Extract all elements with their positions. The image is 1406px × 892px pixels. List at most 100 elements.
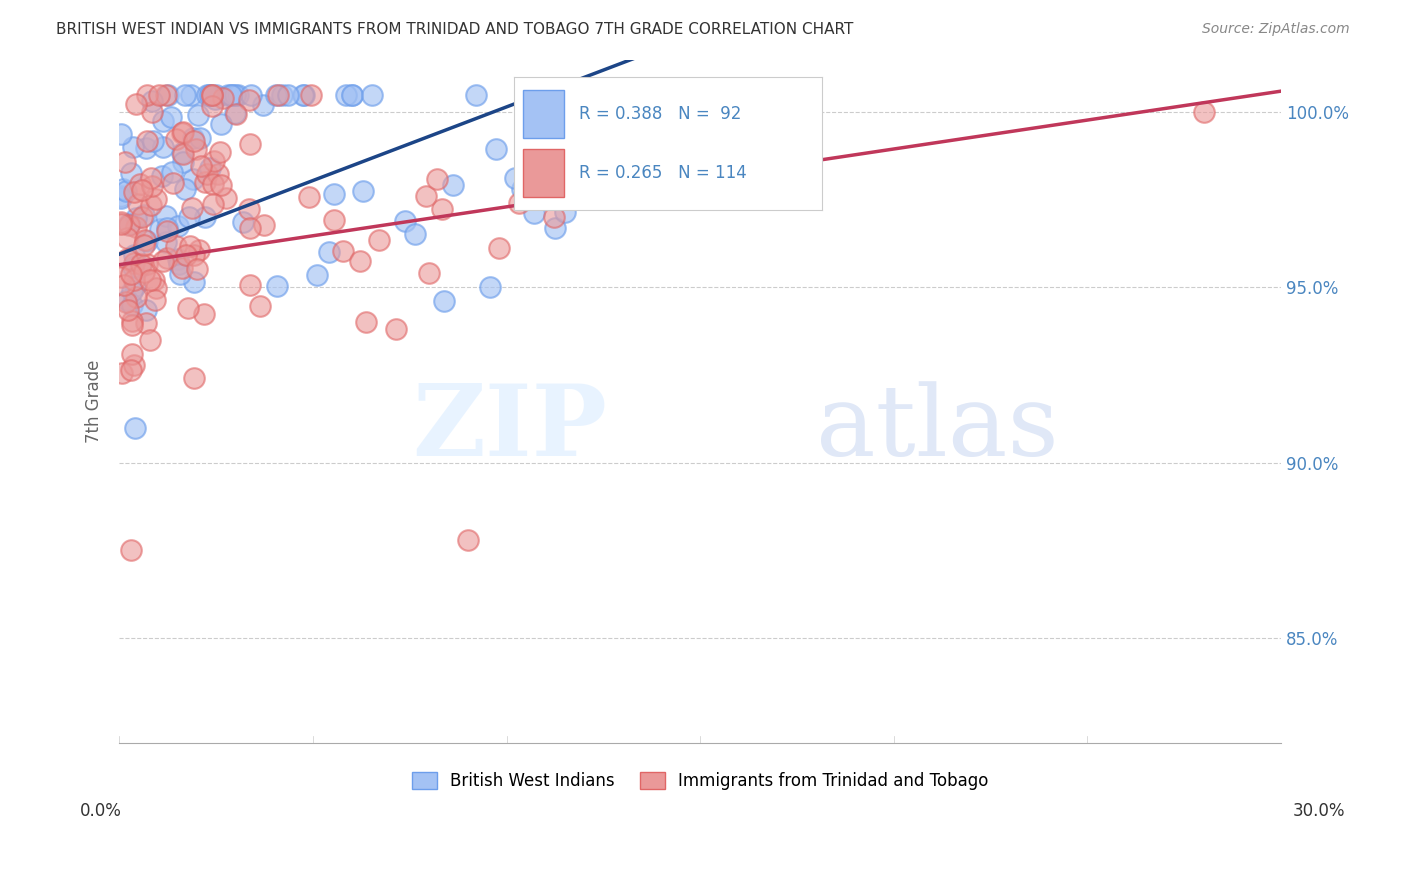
Point (360, 87, 382, 102)
Point (208, 145, 231, 160)
Point (179, 210, 201, 224)
Point (111, 366, 134, 380)
Point (132, 238, 155, 252)
Point (131, 210, 153, 224)
Point (195, 87, 218, 102)
Point (183, 248, 205, 262)
Point (125, 220, 148, 235)
Point (239, 278, 262, 293)
Point (323, 212, 346, 227)
Point (505, 170, 527, 185)
Point (115, 230, 138, 244)
Point (118, 218, 141, 232)
Point (307, 268, 329, 282)
Point (181, 172, 204, 186)
Point (267, 87, 290, 102)
Point (271, 87, 294, 102)
Point (225, 107, 247, 121)
Point (148, 87, 170, 102)
Point (198, 87, 221, 102)
Point (172, 125, 194, 139)
Point (121, 284, 143, 298)
Point (169, 267, 191, 281)
Point (160, 165, 183, 179)
Point (149, 221, 172, 235)
Point (239, 137, 262, 152)
Point (125, 211, 148, 225)
Point (129, 177, 152, 191)
Point (172, 155, 194, 169)
Point (122, 256, 145, 270)
Text: Source: ZipAtlas.com: Source: ZipAtlas.com (1202, 22, 1350, 37)
Point (139, 334, 162, 348)
Point (323, 187, 346, 202)
Point (145, 192, 167, 206)
Text: BRITISH WEST INDIAN VS IMMIGRANTS FROM TRINIDAD AND TOBAGO 7TH GRADE CORRELATION: BRITISH WEST INDIAN VS IMMIGRANTS FROM T… (56, 22, 853, 37)
Point (202, 197, 225, 211)
Point (485, 142, 508, 156)
Point (120, 166, 142, 180)
Point (238, 93, 260, 107)
Point (342, 87, 364, 102)
Point (156, 221, 179, 235)
Point (221, 87, 243, 102)
Point (198, 87, 221, 102)
Point (136, 257, 159, 271)
Point (121, 298, 143, 312)
Point (202, 154, 225, 169)
Point (239, 221, 262, 235)
Point (174, 182, 197, 196)
Point (277, 87, 299, 102)
Point (115, 293, 138, 308)
Point (508, 196, 530, 211)
Point (433, 294, 456, 309)
Point (174, 248, 197, 262)
Point (139, 170, 162, 185)
Point (187, 108, 209, 122)
Point (1192, 105, 1215, 120)
Point (145, 280, 167, 294)
Point (457, 533, 479, 547)
Point (204, 92, 226, 106)
Point (129, 258, 152, 272)
Point (465, 87, 488, 102)
Point (129, 260, 152, 274)
Point (172, 127, 194, 141)
Point (150, 169, 173, 183)
Point (162, 176, 184, 190)
Point (143, 293, 166, 308)
Point (188, 243, 211, 257)
Point (184, 142, 207, 156)
Legend: British West Indians, Immigrants from Trinidad and Tobago: British West Indians, Immigrants from Tr… (405, 765, 995, 797)
Point (190, 131, 212, 145)
Point (141, 178, 163, 193)
Point (292, 87, 315, 102)
Point (124, 273, 146, 287)
Point (139, 273, 162, 287)
Point (253, 219, 276, 233)
Point (114, 295, 136, 310)
Point (179, 239, 201, 253)
Point (217, 87, 239, 102)
Point (266, 278, 288, 293)
Point (127, 197, 149, 211)
Point (193, 307, 215, 321)
Point (165, 132, 187, 146)
Point (340, 87, 363, 102)
Point (356, 315, 378, 329)
Point (335, 87, 357, 102)
Point (124, 185, 146, 199)
Point (226, 87, 249, 102)
Point (554, 205, 576, 219)
Point (152, 140, 174, 154)
Point (368, 233, 391, 247)
Point (110, 217, 132, 231)
Point (186, 261, 208, 276)
Point (125, 96, 148, 111)
Point (544, 220, 567, 235)
Point (142, 134, 165, 148)
Point (291, 87, 314, 102)
Point (166, 252, 188, 266)
Point (266, 87, 288, 102)
Point (177, 301, 200, 315)
